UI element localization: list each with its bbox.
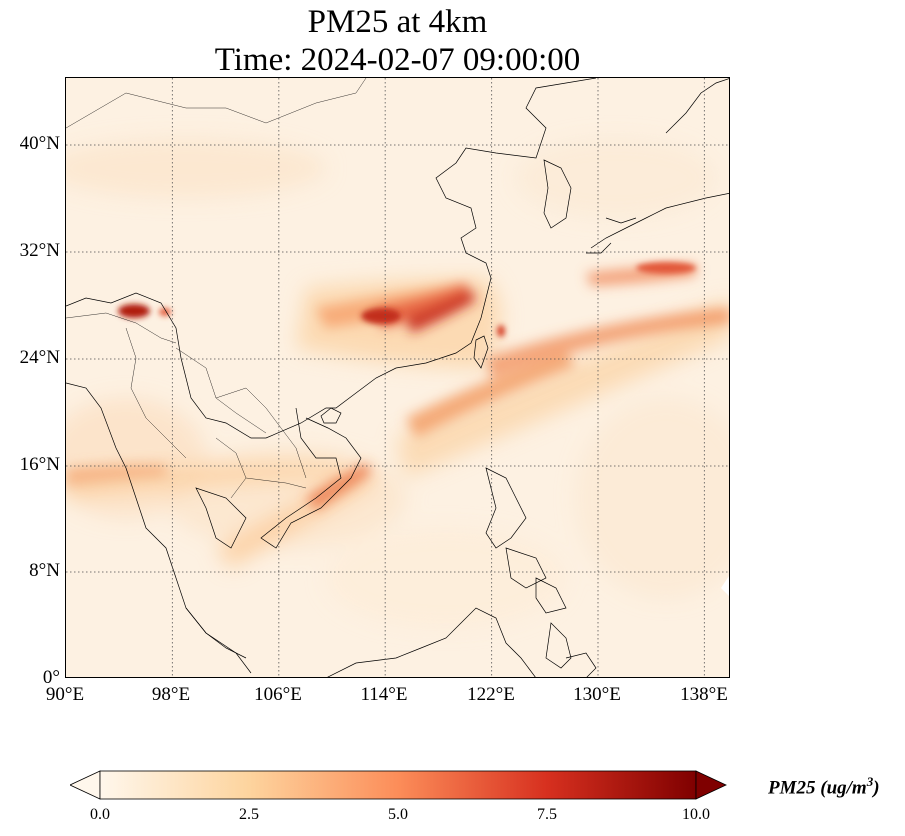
colorbar-max-extend [695, 770, 727, 800]
colorbar-tick-label: 10.0 [682, 806, 710, 823]
colorbar-min-extend [69, 770, 101, 800]
lon-label: 90°E [45, 684, 85, 705]
lat-label: 8°N [29, 560, 60, 581]
lon-label: 114°E [360, 684, 408, 705]
colorbar-tick-label: 5.0 [388, 806, 408, 823]
lon-label: 106°E [254, 684, 302, 705]
map-canvas [66, 78, 729, 677]
colorbar-title: PM25 (ug/m3) [768, 774, 880, 799]
colorbar-gradient [69, 770, 727, 800]
lon-label: 122°E [467, 684, 515, 705]
colorbar-tick-label: 7.5 [537, 806, 557, 823]
lat-label: 40°N [19, 133, 60, 154]
colorbar [69, 770, 730, 800]
pm25-map [65, 77, 730, 678]
lat-label: 0° [42, 667, 60, 688]
lat-label: 24°N [19, 347, 60, 368]
colorbar-tick-label: 0.0 [90, 806, 110, 823]
lon-label: 130°E [573, 684, 621, 705]
coastlines [66, 78, 729, 677]
gridlines [66, 78, 729, 677]
lat-label: 32°N [19, 240, 60, 261]
pm25-concentration-field [66, 78, 729, 677]
lat-label: 16°N [19, 454, 60, 475]
colorbar-tick-label: 2.5 [239, 806, 259, 823]
lon-label: 138°E [680, 684, 728, 705]
country-borders [66, 78, 367, 499]
map-timestamp: Time: 2024-02-07 09:00:00 [214, 42, 581, 78]
lon-label: 98°E [151, 684, 191, 705]
map-title: PM25 at 4km [307, 4, 488, 40]
